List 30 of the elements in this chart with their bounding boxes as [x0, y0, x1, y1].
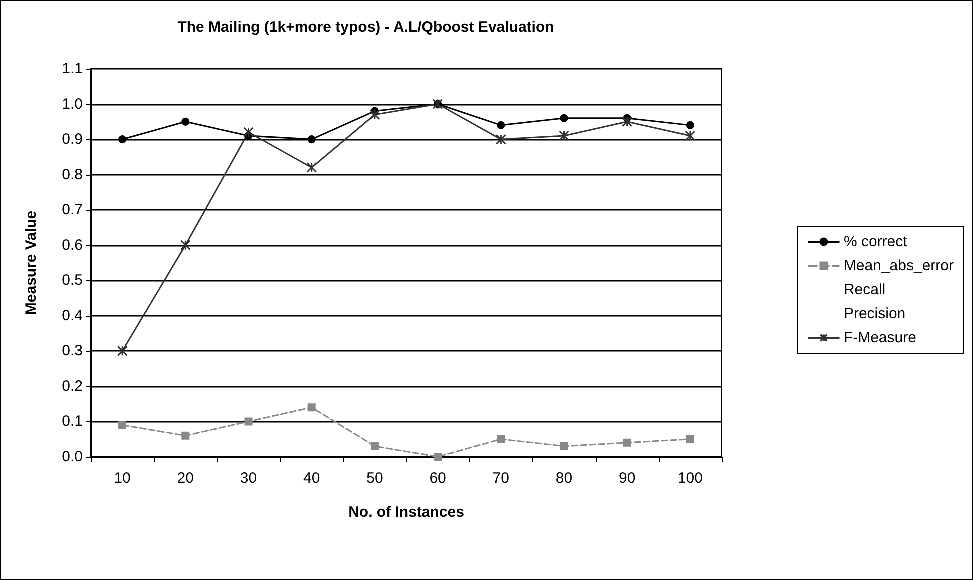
legend-label: F-Measure [844, 330, 916, 346]
y-tick-label: 0.9 [62, 131, 83, 148]
x-tick-label: 50 [366, 470, 384, 487]
text: Recall [844, 282, 886, 298]
y-tick-label: 1.1 [62, 60, 83, 78]
x-axis-title: No. of Instances [348, 504, 464, 521]
legend-label: % correct [844, 234, 908, 250]
x-tick-label: 100 [678, 470, 703, 487]
x-tick-label: 80 [556, 470, 573, 487]
y-tick-label: 0.2 [62, 378, 83, 395]
text: Precision [844, 306, 906, 322]
y-axis-title: Measure Value [23, 210, 40, 316]
x-tick-label: 20 [177, 470, 194, 487]
y-tick-label: 0.3 [62, 342, 83, 360]
y-tick-label: 0.0 [62, 448, 83, 466]
y-tick-label: 0.4 [62, 307, 83, 324]
legend-label: Mean_abs_error [844, 258, 954, 274]
y-tick-label: 1.0 [62, 96, 83, 113]
x-tick-label: 30 [240, 470, 258, 487]
y-tick-label: 0.1 [62, 413, 83, 430]
y-tick-label: 0.7 [62, 202, 83, 219]
x-tick-label: 40 [304, 470, 320, 487]
y-tick-label: 0.6 [62, 236, 83, 254]
x-tick-label: 70 [492, 470, 510, 487]
x-tick-label: 90 [619, 470, 636, 487]
y-tick-label: 0.5 [62, 272, 83, 290]
x-tick-label: 10 [114, 470, 131, 487]
y-tick-label: 0.8 [62, 166, 83, 184]
chart-title: The Mailing (1k+more typos) - A.L/Qboost Evaluation [178, 19, 554, 36]
x-tick-label: 60 [430, 470, 446, 487]
